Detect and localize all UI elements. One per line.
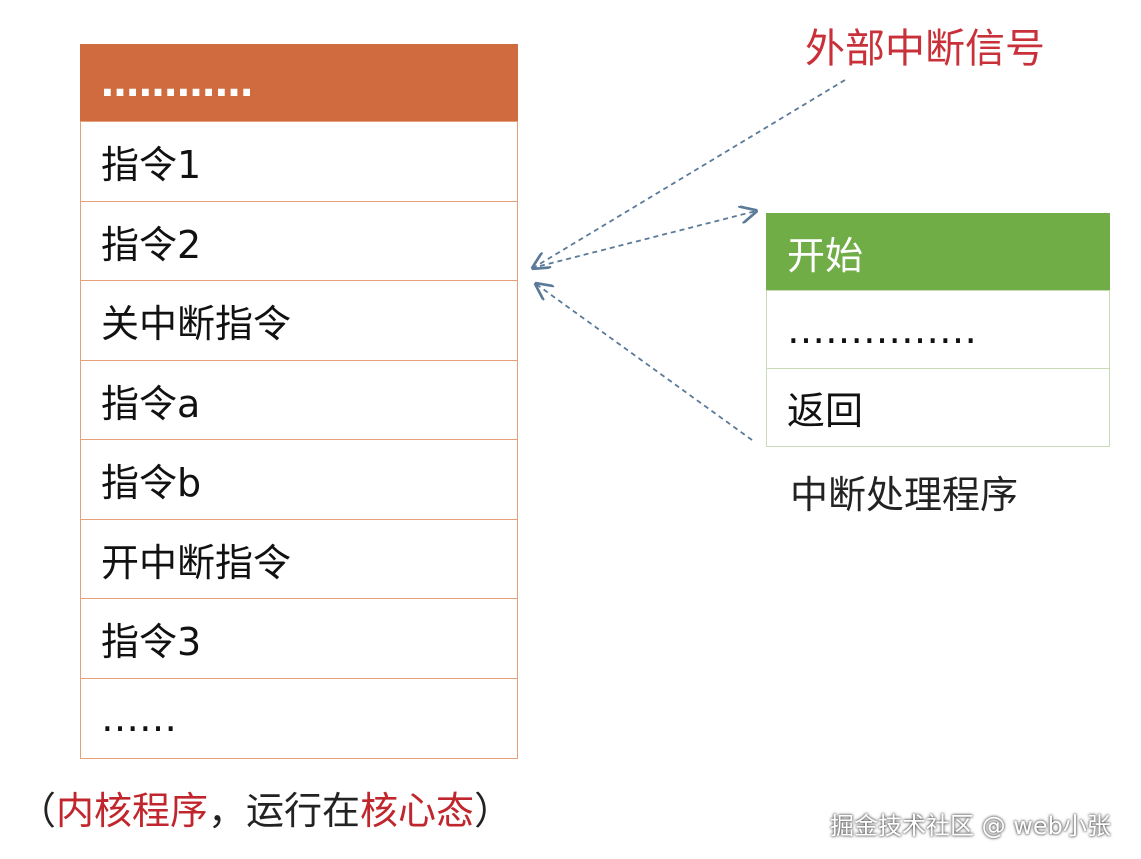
table-header: ………… [80, 43, 518, 123]
handler-caption: 中断处理程序 [790, 473, 1019, 517]
table-row: 关中断指令 [80, 280, 518, 361]
caption-part: ，运行在 [208, 789, 361, 833]
table-row: 指令b [80, 439, 518, 520]
signal-arrow [533, 79, 846, 268]
table-header: 开始 [766, 212, 1110, 292]
table-row: 指令3 [80, 598, 518, 679]
table-row: 指令2 [80, 200, 518, 282]
table-row: …… [80, 677, 518, 759]
watermark: 掘金技术社区 @ web小张 [830, 812, 1111, 840]
interrupt-handler-table: 开始…………… 返回 [766, 212, 1110, 447]
table-row: 开中断指令 [80, 518, 518, 600]
table-row: …………… [766, 290, 1110, 369]
signal-label: 外部中断信号 [805, 26, 1045, 72]
caption-part: ） [474, 789, 513, 833]
table-row: 指令1 [80, 121, 518, 202]
table-row: 返回 [766, 367, 1110, 447]
jump-arrow [539, 211, 756, 267]
caption-part: （ [18, 789, 57, 833]
caption-highlight: 核心态 [360, 789, 475, 833]
caption-highlight: 内核程序 [56, 789, 209, 833]
table-row: 指令a [80, 359, 518, 441]
kernel-caption: （内核程序，运行在核心态） [18, 780, 512, 835]
kernel-program-table: ………… 指令1 指令2 关中断指令 指令a 指令b 开中断指令 指令3…… [80, 43, 518, 759]
return-arrow [536, 284, 753, 441]
